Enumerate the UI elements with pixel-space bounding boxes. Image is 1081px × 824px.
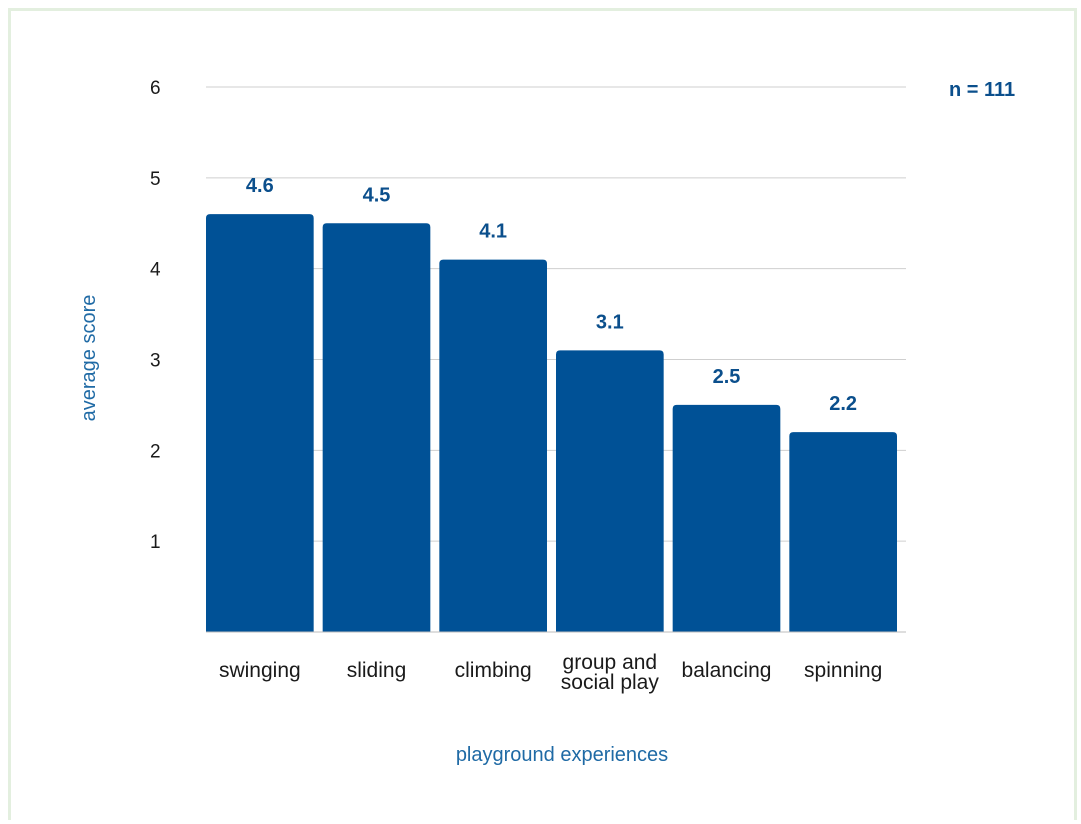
category-label: climbing <box>455 659 532 682</box>
bar-sliding <box>322 223 431 632</box>
category-label-line: group and <box>563 651 658 674</box>
y-tick-labels: 1 2 3 4 5 6 <box>150 78 161 553</box>
bar-climbing <box>439 259 547 632</box>
value-label: 4.1 <box>479 221 507 243</box>
category-labels: swinging sliding climbing group and social p… <box>219 651 882 694</box>
x-axis-title: playground experiences <box>456 744 668 766</box>
category-label: balancing <box>682 659 772 682</box>
bar-balancing <box>672 404 781 632</box>
y-tick-label: 3 <box>150 351 161 372</box>
value-label: 3.1 <box>596 311 624 333</box>
bar-swinging <box>206 214 314 632</box>
category-label: sliding <box>347 659 407 682</box>
value-labels: 4.6 4.5 4.1 3.1 2.5 2.2 <box>246 175 857 415</box>
category-label: group and social play <box>561 651 660 694</box>
category-label-line: social play <box>561 671 660 694</box>
category-label: swinging <box>219 659 301 682</box>
y-tick-label: 5 <box>150 169 161 190</box>
value-label: 4.5 <box>363 184 391 206</box>
value-label: 2.5 <box>713 366 741 388</box>
value-label: 4.6 <box>246 175 274 197</box>
bar-group-and-social-play <box>556 350 664 632</box>
bars <box>206 214 897 632</box>
y-tick-label: 1 <box>150 532 161 553</box>
y-axis-title: average score <box>78 295 100 422</box>
bar-spinning <box>789 432 897 632</box>
y-tick-label: 6 <box>150 78 161 99</box>
sample-size-annotation: n = 111 <box>949 79 1015 101</box>
value-label: 2.2 <box>829 393 857 415</box>
y-tick-label: 4 <box>150 260 161 281</box>
y-tick-label: 2 <box>150 441 161 462</box>
category-label: spinning <box>804 659 882 682</box>
